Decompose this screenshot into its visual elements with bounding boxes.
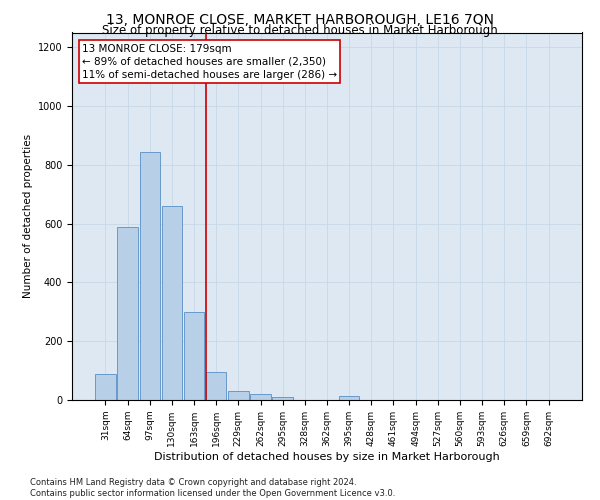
Text: Size of property relative to detached houses in Market Harborough: Size of property relative to detached ho… xyxy=(102,24,498,37)
Bar xyxy=(184,312,204,400)
Bar xyxy=(161,206,182,400)
Bar xyxy=(228,391,248,400)
Bar xyxy=(272,397,293,400)
Bar xyxy=(95,374,116,400)
Bar xyxy=(118,226,138,400)
Bar xyxy=(250,394,271,400)
Text: 13, MONROE CLOSE, MARKET HARBOROUGH, LE16 7QN: 13, MONROE CLOSE, MARKET HARBOROUGH, LE1… xyxy=(106,12,494,26)
Bar xyxy=(140,152,160,400)
Bar xyxy=(206,372,226,400)
Text: Contains HM Land Registry data © Crown copyright and database right 2024.
Contai: Contains HM Land Registry data © Crown c… xyxy=(30,478,395,498)
Bar xyxy=(339,396,359,400)
Text: 13 MONROE CLOSE: 179sqm
← 89% of detached houses are smaller (2,350)
11% of semi: 13 MONROE CLOSE: 179sqm ← 89% of detache… xyxy=(82,44,337,80)
Y-axis label: Number of detached properties: Number of detached properties xyxy=(23,134,34,298)
X-axis label: Distribution of detached houses by size in Market Harborough: Distribution of detached houses by size … xyxy=(154,452,500,462)
